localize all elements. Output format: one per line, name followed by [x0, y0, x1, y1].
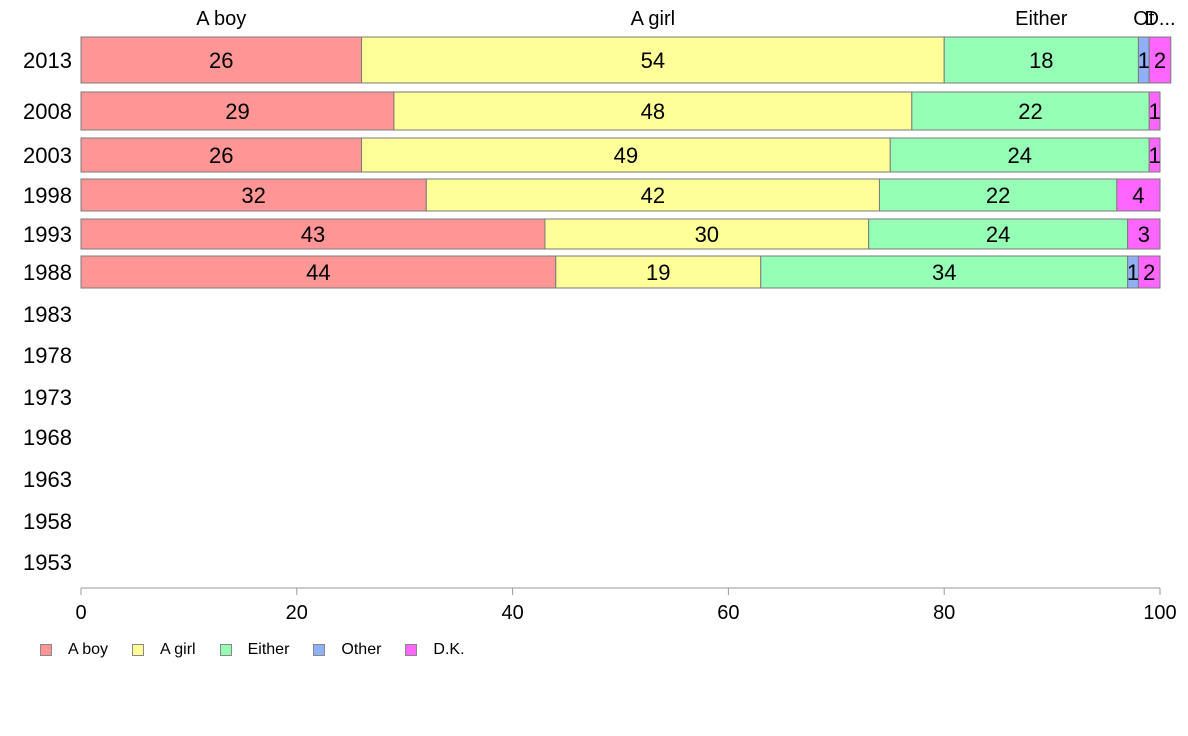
bar-label-other-1988: 1 — [1127, 260, 1139, 285]
legend-label-either: Either — [247, 641, 290, 658]
bar-label-either-2003: 24 — [1007, 143, 1031, 168]
bar-label-d-k-2003: 1 — [1148, 143, 1160, 168]
bar-label-d-k-1988: 2 — [1143, 260, 1155, 285]
legend-swatch-dk — [405, 644, 418, 656]
category-label-1983: 1983 — [23, 302, 72, 327]
bar-label-a-boy-1988: 44 — [306, 260, 330, 285]
category-label-2003: 2003 — [23, 143, 72, 168]
bar-a-girl-1998 — [425, 178, 880, 212]
bar-label-a-girl-2008: 48 — [641, 99, 665, 124]
bar-label-d-k-1993: 3 — [1138, 222, 1150, 247]
bar-a-girl-1993 — [544, 218, 870, 250]
x-tick-label-80: 80 — [933, 602, 955, 624]
bar-label-either-1988: 34 — [932, 260, 956, 285]
chart-legend: A boy A girl Either Other D.K. — [40, 641, 489, 659]
legend-swatch-a-boy — [40, 644, 52, 656]
category-label-1973: 1973 — [23, 385, 72, 410]
legend-label-dk: D.K. — [433, 641, 465, 658]
bar-either-1993 — [868, 218, 1129, 250]
bar-d-k-1998 — [1116, 178, 1161, 212]
x-tick-label-0: 0 — [75, 602, 86, 624]
bar-label-either-1998: 22 — [986, 183, 1010, 208]
bar-label-a-boy-1993: 43 — [301, 222, 325, 247]
bar-either-2013 — [943, 36, 1139, 84]
bar-label-d-k-2008: 1 — [1148, 99, 1160, 124]
category-label-1963: 1963 — [23, 467, 72, 492]
bar-either-1998 — [878, 178, 1118, 212]
x-tick-label-20: 20 — [286, 602, 308, 624]
legend-swatch-a-girl — [132, 644, 145, 656]
category-label-1978: 1978 — [23, 343, 72, 368]
bar-a-boy-2003 — [80, 137, 363, 173]
x-tick-label-100: 100 — [1143, 602, 1176, 624]
bar-d-k-2003 — [1148, 137, 1161, 173]
bar-label-a-boy-2013: 26 — [209, 48, 233, 73]
x-tick-label-40: 40 — [501, 602, 523, 624]
bar-a-boy-1988 — [80, 255, 557, 289]
legend-label-a-boy: A boy — [68, 641, 109, 658]
bar-label-a-girl-2003: 49 — [614, 143, 638, 168]
category-label-1988: 1988 — [23, 260, 72, 285]
bar-label-either-2008: 22 — [1018, 99, 1042, 124]
category-label-2013: 2013 — [23, 48, 72, 73]
legend-item-dk: D.K. — [405, 641, 465, 659]
category-label-1958: 1958 — [23, 509, 72, 534]
x-tick-label-60: 60 — [717, 602, 739, 624]
bar-label-either-2013: 18 — [1029, 48, 1053, 73]
bar-label-other-2013: 1 — [1138, 48, 1150, 73]
bar-label-a-boy-1998: 32 — [241, 183, 265, 208]
bar-label-d-k-1998: 4 — [1132, 183, 1144, 208]
bar-a-girl-1988 — [555, 255, 762, 289]
bar-a-girl-2013 — [361, 36, 945, 84]
bar-d-k-1993 — [1127, 218, 1161, 250]
legend-item-a-girl: A girl — [132, 641, 196, 659]
category-label-1953: 1953 — [23, 550, 72, 575]
bar-a-boy-2013 — [80, 36, 363, 84]
legend-item-either: Either — [219, 641, 290, 659]
category-label-1968: 1968 — [23, 425, 72, 450]
legend-label-a-girl: A girl — [160, 641, 196, 658]
bar-d-k-1988 — [1137, 255, 1161, 289]
bar-a-boy-1993 — [80, 218, 546, 250]
category-label-1993: 1993 — [23, 222, 72, 247]
bar-label-a-girl-1993: 30 — [695, 222, 719, 247]
category-label-2008: 2008 — [23, 99, 72, 124]
legend-item-a-boy: A boy — [40, 641, 108, 659]
category-label-1998: 1998 — [23, 183, 72, 208]
top-label-a-girl: A girl — [631, 8, 675, 30]
bar-a-girl-2003 — [361, 137, 891, 173]
top-label-other: Ot — [1133, 8, 1155, 30]
bar-label-a-girl-1998: 42 — [641, 183, 665, 208]
top-label-a-boy: A boy — [196, 8, 246, 30]
bar-either-2008 — [911, 91, 1150, 131]
bar-d-k-2013 — [1148, 36, 1172, 84]
bar-either-1988 — [760, 255, 1129, 289]
legend-swatch-either — [219, 644, 232, 656]
bar-label-either-1993: 24 — [986, 222, 1010, 247]
bar-label-a-girl-1988: 19 — [646, 260, 670, 285]
bar-label-a-girl-2013: 54 — [641, 48, 665, 73]
bar-a-girl-2008 — [393, 91, 913, 131]
legend-swatch-other — [313, 644, 326, 656]
legend-item-other: Other — [313, 641, 381, 659]
top-label-d-k: D... — [1144, 8, 1175, 30]
legend-label-other: Other — [341, 641, 382, 658]
bar-label-a-boy-2008: 29 — [225, 99, 249, 124]
top-label-either: Either — [1015, 8, 1068, 30]
bar-d-k-2008 — [1148, 91, 1161, 131]
bar-label-d-k-2013: 2 — [1154, 48, 1166, 73]
bar-label-a-boy-2003: 26 — [209, 143, 233, 168]
bar-either-2003 — [889, 137, 1150, 173]
bar-a-boy-2008 — [80, 91, 395, 131]
